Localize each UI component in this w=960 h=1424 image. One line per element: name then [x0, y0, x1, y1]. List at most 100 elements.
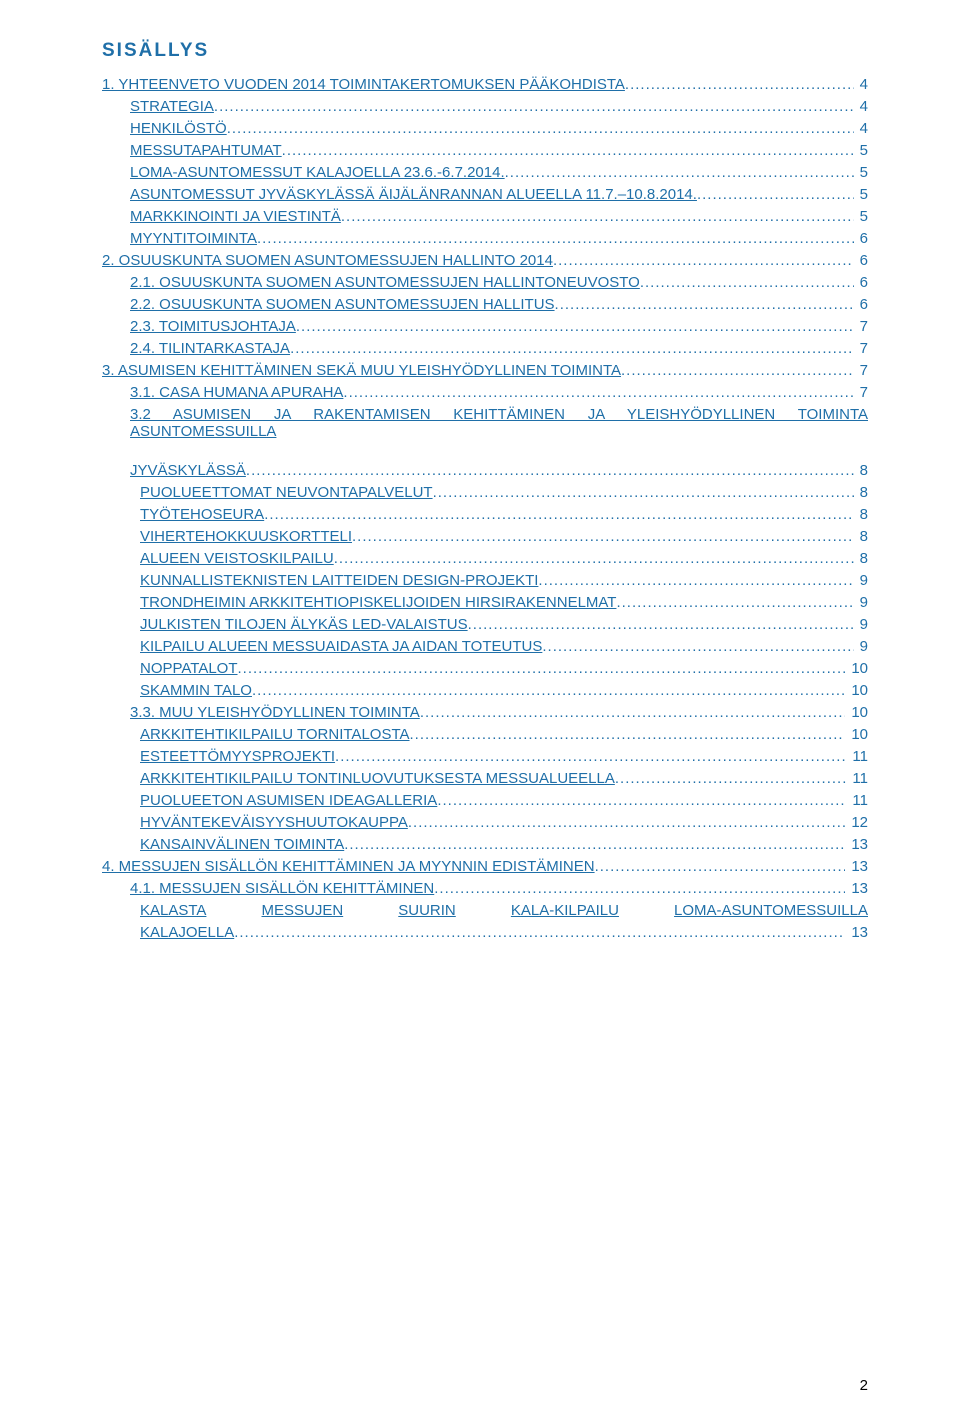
toc-entry[interactable]: KANSAINVÄLINEN TOIMINTA13: [102, 836, 868, 853]
toc-label: ESTEETTÖMYYSPROJEKTI: [140, 748, 335, 765]
toc-label: HENKILÖSTÖ: [130, 120, 227, 137]
toc-label: 3.1. CASA HUMANA APURAHA: [130, 384, 343, 401]
toc-label: 3.3. MUU YLEISHYÖDYLLINEN TOIMINTA: [130, 704, 420, 721]
toc-page-number: 5: [854, 208, 868, 225]
toc-label: 2. OSUUSKUNTA SUOMEN ASUNTOMESSUJEN HALL…: [102, 252, 553, 269]
toc-page-number: 10: [845, 660, 868, 677]
toc-page-number: 7: [854, 318, 868, 335]
toc-leader-dots: [616, 594, 853, 611]
toc-page-number: 13: [845, 858, 868, 875]
toc-entry[interactable]: ASUNTOMESSUT JYVÄSKYLÄSSÄ ÄIJÄLÄNRANNAN …: [102, 186, 868, 203]
toc-label: KILPAILU ALUEEN MESSUAIDASTA JA AIDAN TO…: [140, 638, 542, 655]
toc-label: STRATEGIA: [130, 98, 214, 115]
toc-label: SKAMMIN TALO: [140, 682, 252, 699]
toc-entry[interactable]: ARKKITEHTIKILPAILU TORNITALOSTA10: [102, 726, 868, 743]
toc-label: ALUEEN VEISTOSKILPAILU: [140, 550, 334, 567]
toc-label: LOMA-ASUNTOMESSUILLA: [674, 902, 868, 919]
toc-entry[interactable]: STRATEGIA 4: [102, 98, 868, 115]
toc-label: ARKKITEHTIKILPAILU TONTINLUOVUTUKSESTA M…: [140, 770, 615, 787]
toc-page-number: 8: [854, 528, 868, 545]
toc-page-number: 4: [854, 98, 868, 115]
toc-entry[interactable]: LOMA-ASUNTOMESSUT KALAJOELLA 23.6.-6.7.2…: [102, 164, 868, 181]
toc-leader-dots: [555, 296, 854, 313]
toc-leader-dots: [234, 924, 845, 941]
toc-entry[interactable]: 3.2 ASUMISEN JA RAKENTAMISEN KEHITTÄMINE…: [102, 406, 868, 479]
toc-label: MYYNTITOIMINTA: [130, 230, 257, 247]
toc-entry[interactable]: ESTEETTÖMYYSPROJEKTI11: [102, 748, 868, 765]
toc-entry[interactable]: KILPAILU ALUEEN MESSUAIDASTA JA AIDAN TO…: [102, 638, 868, 655]
toc-leader-dots: [290, 340, 854, 357]
toc-entry[interactable]: 2.3. TOIMITUSJOHTAJA 7: [102, 318, 868, 335]
toc-entry[interactable]: MYYNTITOIMINTA 6: [102, 230, 868, 247]
toc-entry[interactable]: MARKKINOINTI JA VIESTINTÄ5: [102, 208, 868, 225]
toc-label: KALASTA: [140, 902, 206, 919]
toc-leader-dots: [238, 660, 846, 677]
toc-entry[interactable]: 4. MESSUJEN SISÄLLÖN KEHITTÄMINEN JA MYY…: [102, 858, 868, 875]
toc-entry[interactable]: PUOLUEETON ASUMISEN IDEAGALLERIA11: [102, 792, 868, 809]
toc-page-number: 7: [854, 384, 868, 401]
toc-entry[interactable]: 4.1. MESSUJEN SISÄLLÖN KEHITTÄMINEN 13: [102, 880, 868, 897]
toc-entry[interactable]: ARKKITEHTIKILPAILU TONTINLUOVUTUKSESTA M…: [102, 770, 868, 787]
toc-entry[interactable]: 1. YHTEENVETO VUODEN 2014 TOIMINTAKERTOM…: [102, 76, 868, 93]
toc-entry[interactable]: KALASTAMESSUJENSUURINKALA-KILPAILULOMA-A…: [102, 902, 868, 941]
toc-entry[interactable]: ALUEEN VEISTOSKILPAILU8: [102, 550, 868, 567]
toc-label: NOPPATALOT: [140, 660, 238, 677]
toc-page-number: 9: [854, 594, 868, 611]
toc-label: ARKKITEHTIKILPAILU TORNITALOSTA: [140, 726, 410, 743]
toc-entry[interactable]: 2. OSUUSKUNTA SUOMEN ASUNTOMESSUJEN HALL…: [102, 252, 868, 269]
toc-label: KANSAINVÄLINEN TOIMINTA: [140, 836, 344, 853]
toc-page-number: 6: [854, 230, 868, 247]
toc-leader-dots: [505, 164, 854, 181]
toc-entry[interactable]: 3.1. CASA HUMANA APURAHA 7: [102, 384, 868, 401]
toc-entry[interactable]: 2.4. TILINTARKASTAJA7: [102, 340, 868, 357]
toc-leader-dots: [252, 682, 845, 699]
toc-leader-dots: [282, 142, 854, 159]
toc-leader-dots: [246, 462, 854, 479]
toc-entry[interactable]: MESSUTAPAHTUMAT5: [102, 142, 868, 159]
toc-entry[interactable]: VIHERTEHOKKUUSKORTTELI8: [102, 528, 868, 545]
toc-leader-dots: [640, 274, 854, 291]
toc-page-number: 13: [845, 880, 868, 897]
toc-label: 4. MESSUJEN SISÄLLÖN KEHITTÄMINEN JA MYY…: [102, 858, 595, 875]
toc-leader-dots: [420, 704, 846, 721]
toc-entry[interactable]: 3. ASUMISEN KEHITTÄMINEN SEKÄ MUU YLEISH…: [102, 362, 868, 379]
toc-entry[interactable]: 2.2. OSUUSKUNTA SUOMEN ASUNTOMESSUJEN HA…: [102, 296, 868, 313]
toc-page-number: 11: [846, 770, 868, 787]
toc-leader-dots: [621, 362, 854, 379]
toc-label: 4.1. MESSUJEN SISÄLLÖN KEHITTÄMINEN: [130, 880, 434, 897]
toc-entry[interactable]: 2.1. OSUUSKUNTA SUOMEN ASUNTOMESSUJEN HA…: [102, 274, 868, 291]
toc-page-number: 4: [854, 120, 868, 137]
toc-label: JYVÄSKYLÄSSÄ: [130, 462, 246, 479]
toc-entry[interactable]: 3.3. MUU YLEISHYÖDYLLINEN TOIMINTA 10: [102, 704, 868, 721]
toc-label: HYVÄNTEKEVÄISYYSHUUTOKAUPPA: [140, 814, 408, 831]
toc-entry[interactable]: JULKISTEN TILOJEN ÄLYKÄS LED-VALAISTUS9: [102, 616, 868, 633]
toc-entry[interactable]: TYÖTEHOSEURA8: [102, 506, 868, 523]
toc-leader-dots: [264, 506, 853, 523]
toc-label: JULKISTEN TILOJEN ÄLYKÄS LED-VALAISTUS: [140, 616, 468, 633]
toc-leader-dots: [335, 748, 846, 765]
toc-page-number: 4: [854, 76, 868, 93]
toc-leader-dots: [625, 76, 854, 93]
toc-entry[interactable]: HENKILÖSTÖ 4: [102, 120, 868, 137]
toc-leader-dots: [344, 836, 845, 853]
toc-entry[interactable]: KUNNALLISTEKNISTEN LAITTEIDEN DESIGN-PRO…: [102, 572, 868, 589]
toc-label: 2.3. TOIMITUSJOHTAJA: [130, 318, 296, 335]
toc-leader-dots: [334, 550, 854, 567]
toc-page-number: 5: [854, 186, 868, 203]
toc-label: KUNNALLISTEKNISTEN LAITTEIDEN DESIGN-PRO…: [140, 572, 538, 589]
toc-entry[interactable]: TRONDHEIMIN ARKKITEHTIOPISKELIJOIDEN HIR…: [102, 594, 868, 611]
toc-leader-dots: [257, 230, 854, 247]
toc-leader-dots: [615, 770, 847, 787]
toc-entry[interactable]: NOPPATALOT 10: [102, 660, 868, 677]
toc-container: 1. YHTEENVETO VUODEN 2014 TOIMINTAKERTOM…: [102, 76, 868, 941]
toc-label: ASUNTOMESSUT JYVÄSKYLÄSSÄ ÄIJÄLÄNRANNAN …: [130, 186, 697, 203]
toc-entry[interactable]: SKAMMIN TALO10: [102, 682, 868, 699]
toc-leader-dots: [352, 528, 854, 545]
toc-leader-dots: [410, 726, 846, 743]
toc-leader-dots: [214, 98, 854, 115]
toc-leader-dots: [408, 814, 845, 831]
toc-label: KALA-KILPAILU: [511, 902, 619, 919]
toc-entry[interactable]: PUOLUEETTOMAT NEUVONTAPALVELUT8: [102, 484, 868, 501]
toc-page-number: 10: [845, 704, 868, 721]
toc-entry[interactable]: HYVÄNTEKEVÄISYYSHUUTOKAUPPA12: [102, 814, 868, 831]
